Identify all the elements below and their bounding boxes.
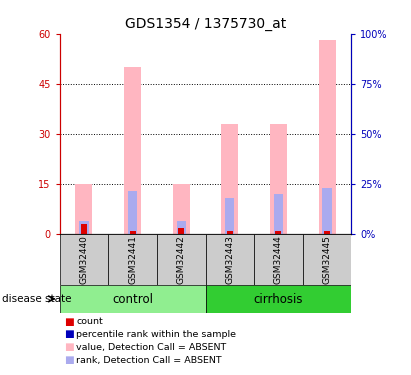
Bar: [206, 234, 254, 285]
Text: GSM32443: GSM32443: [225, 235, 234, 284]
Text: rank, Detection Call = ABSENT: rank, Detection Call = ABSENT: [76, 356, 222, 364]
Bar: [124, 67, 141, 234]
Text: GDS1354 / 1375730_at: GDS1354 / 1375730_at: [125, 17, 286, 31]
Text: count: count: [76, 317, 103, 326]
Bar: [108, 234, 157, 285]
Bar: [81, 224, 87, 234]
Bar: [129, 231, 136, 234]
Bar: [225, 198, 235, 234]
Bar: [60, 285, 206, 313]
Text: ■: ■: [64, 330, 74, 339]
Bar: [75, 184, 92, 234]
Bar: [157, 234, 206, 285]
Bar: [173, 184, 190, 234]
Bar: [270, 124, 287, 234]
Bar: [254, 234, 303, 285]
Text: ■: ■: [64, 317, 74, 327]
Bar: [60, 234, 108, 285]
Text: disease state: disease state: [2, 294, 72, 304]
Text: ■: ■: [64, 355, 74, 365]
Text: value, Detection Call = ABSENT: value, Detection Call = ABSENT: [76, 343, 226, 352]
Bar: [221, 124, 238, 234]
Text: ■: ■: [64, 342, 74, 352]
Bar: [176, 221, 186, 234]
Bar: [303, 234, 351, 285]
Bar: [324, 231, 330, 234]
Text: GSM32441: GSM32441: [128, 235, 137, 284]
Text: control: control: [112, 292, 153, 306]
Bar: [319, 40, 336, 234]
Text: cirrhosis: cirrhosis: [254, 292, 303, 306]
Bar: [206, 285, 351, 313]
Text: GSM32444: GSM32444: [274, 236, 283, 284]
Text: percentile rank within the sample: percentile rank within the sample: [76, 330, 236, 339]
Text: GSM32440: GSM32440: [79, 235, 88, 284]
Bar: [227, 231, 233, 234]
Text: GSM32442: GSM32442: [177, 236, 186, 284]
Bar: [178, 228, 184, 234]
Bar: [274, 194, 283, 234]
Bar: [322, 188, 332, 234]
Bar: [128, 191, 137, 234]
Text: GSM32445: GSM32445: [323, 235, 332, 284]
Bar: [275, 231, 282, 234]
Bar: [79, 221, 89, 234]
